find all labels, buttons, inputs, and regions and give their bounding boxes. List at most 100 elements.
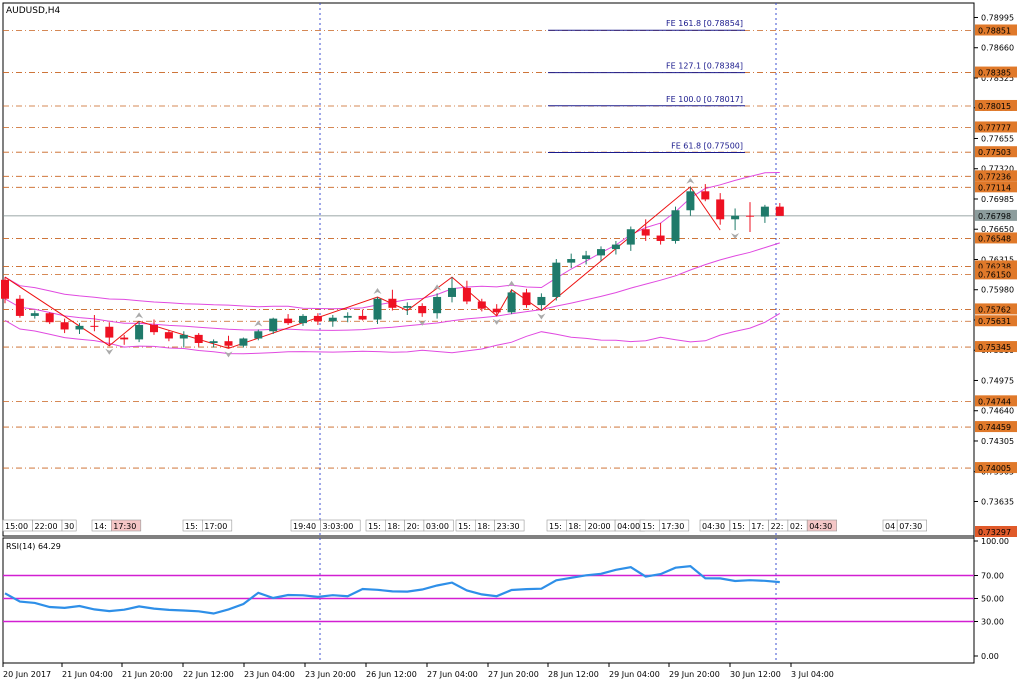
candle-body	[433, 296, 442, 314]
session-marker	[61, 519, 77, 532]
fractal-up-arrow	[254, 320, 263, 327]
session-markers: 15:00 22:00 30 14: 17:30 15: 17:00 19:40 3:03:00…	[2, 519, 928, 532]
session-marker-label: 04:00	[617, 522, 640, 531]
price-tag-label: 0.76150	[978, 270, 1011, 279]
candle-body	[150, 324, 158, 333]
fibo-label: FE 161.8 [0.78854]	[666, 19, 743, 28]
candle-body	[164, 332, 173, 339]
candle-body	[30, 313, 39, 316]
fractal-up-arrow	[686, 177, 695, 184]
candle-body	[671, 210, 680, 241]
session-marker-label: 17:	[751, 522, 764, 531]
fractal-down-arrow	[224, 351, 233, 358]
session-marker-label: 30	[64, 522, 74, 531]
fractal-down-arrow	[731, 233, 740, 240]
candle-body	[105, 326, 114, 338]
price-tag	[975, 99, 1017, 111]
time-tick-label: 23 Jun 20:00	[305, 670, 356, 679]
time-tick-label: 29 Jun 04:00	[609, 670, 660, 679]
session-marker-label: 22:00	[35, 522, 58, 531]
price-tag-label: 0.77777	[978, 123, 1011, 132]
session-marker-label: 17:30	[661, 522, 684, 531]
candle-body	[537, 296, 546, 306]
candle-body	[15, 298, 24, 316]
candle-body	[135, 324, 144, 340]
price-tag	[975, 209, 1017, 221]
candle-body	[75, 325, 84, 330]
price-tag-label: 0.75762	[978, 305, 1011, 314]
time-tick-label: 27 Jun 20:00	[488, 670, 539, 679]
candle-body	[477, 301, 486, 309]
candle-body	[269, 318, 278, 332]
candle-body	[701, 191, 710, 200]
session-marker	[111, 519, 142, 532]
session-marker-label: 18:	[477, 522, 490, 531]
price-tick-label: 0.78325	[981, 74, 1014, 83]
rsi-plot-frame	[2, 537, 975, 664]
rsi-tick-label: 70.00	[981, 572, 1004, 581]
time-tick-label: 28 Jun 12:00	[548, 670, 599, 679]
fractal-up-arrow	[135, 312, 144, 319]
candle-body	[760, 206, 769, 217]
candle-body	[1, 279, 9, 299]
price-tag-label: 0.78385	[978, 69, 1011, 78]
price-tick-label: 0.78660	[981, 44, 1014, 53]
candle-body	[328, 317, 337, 322]
price-tick-label: 0.76315	[981, 255, 1014, 264]
candle-body	[239, 338, 248, 346]
session-marker-label: 14:	[94, 522, 107, 531]
session-marker-label: 04:30	[702, 522, 725, 531]
price-tag-label: 0.74744	[978, 397, 1011, 406]
time-tick-label: 29 Jun 20:00	[669, 670, 720, 679]
day-separators	[319, 3, 777, 663]
session-marker-label: 15:	[549, 522, 562, 531]
candle-body	[626, 229, 635, 245]
session-marker	[699, 519, 730, 532]
fractal-arrows	[105, 177, 740, 358]
price-axis: 0.789950.786600.783250.779950.776550.773…	[974, 13, 1017, 537]
candle-body	[403, 305, 412, 308]
time-tick-label: 27 Jun 04:00	[427, 670, 478, 679]
session-marker	[202, 519, 233, 532]
session-marker	[658, 519, 690, 532]
candle-body	[507, 292, 516, 313]
price-tag	[975, 462, 1017, 474]
session-marker-label: 15:	[185, 522, 198, 531]
price-tag-label: 0.76238	[978, 262, 1011, 271]
price-tag	[975, 24, 1017, 36]
rsi-title: RSI(14) 64.29	[6, 542, 61, 551]
candle-body	[179, 334, 188, 339]
candle-body	[284, 318, 293, 324]
session-marker	[320, 519, 361, 532]
candle-body	[582, 255, 591, 260]
rsi-tick-label: 100.00	[981, 537, 1009, 546]
time-tick-label: 21 Jun 04:00	[62, 670, 113, 679]
fibonacci-expansion: FE 161.8 [0.78854] FE 127.1 [0.78384] FE 1…	[548, 19, 745, 153]
candle-body	[567, 259, 576, 263]
fractal-down-arrow	[492, 318, 501, 325]
candle-body	[299, 315, 307, 324]
price-tag	[975, 421, 1017, 433]
session-marker-label: 23:30	[497, 522, 520, 531]
candle-body	[343, 315, 352, 318]
candle-body	[641, 229, 650, 236]
price-tick-label: 0.76985	[981, 195, 1014, 204]
rsi-tick-label: 0.00	[981, 652, 999, 661]
session-marker-label: 15:	[458, 522, 471, 531]
session-marker-label: 03:00	[426, 522, 449, 531]
price-tag	[975, 121, 1017, 133]
fibo-label: FE 100.0 [0.78017]	[666, 95, 743, 104]
price-tick-label: 0.74305	[981, 437, 1014, 446]
candle-body	[731, 215, 740, 220]
session-marker-label: 17:00	[204, 522, 227, 531]
bollinger-middle	[4, 242, 780, 331]
price-tick-label: 0.76650	[981, 225, 1014, 234]
price-tag	[975, 232, 1017, 244]
candle-body	[686, 191, 695, 211]
session-marker-label: 3:03:00	[323, 522, 354, 531]
bollinger-lower	[4, 312, 781, 355]
candle-body	[775, 206, 784, 216]
price-tag-label: 0.73297	[978, 528, 1011, 537]
price-tag-label: 0.77236	[978, 172, 1011, 181]
price-tag-label: 0.75345	[978, 343, 1011, 352]
